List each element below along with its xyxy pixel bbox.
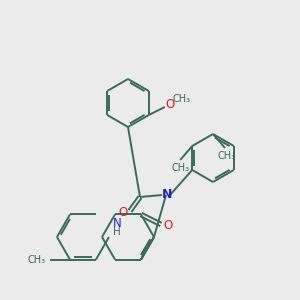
Text: O: O [164,219,172,232]
Text: CH₃: CH₃ [28,254,46,265]
Text: H: H [113,227,121,238]
Text: O: O [118,206,127,218]
Text: CH₃: CH₃ [173,94,191,104]
Text: N: N [162,188,172,200]
Text: O: O [165,98,174,112]
Text: CH₃: CH₃ [171,163,189,173]
Text: N: N [112,217,122,230]
Text: CH₃: CH₃ [218,151,236,161]
